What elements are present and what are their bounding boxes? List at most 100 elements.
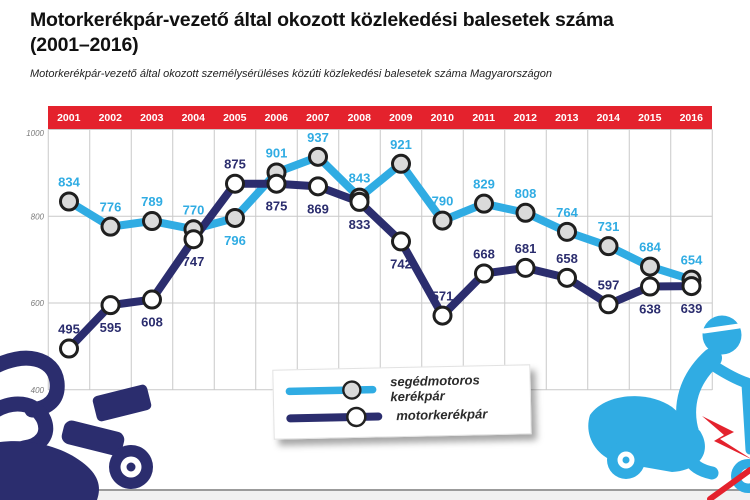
year-label: 2007 — [306, 111, 330, 124]
data-point-marker — [183, 229, 204, 250]
crashed-motorcycle-icon — [0, 350, 153, 500]
data-point-label: 921 — [390, 137, 412, 152]
page-title: Motorkerékpár-vezető által okozott közle… — [30, 8, 730, 59]
chart-subtitle: Motorkerékpár-vezető által okozott szemé… — [30, 67, 552, 80]
data-point-label: 608 — [141, 315, 163, 330]
data-point-label: 595 — [100, 320, 122, 335]
data-point-marker — [432, 210, 453, 231]
data-point-label: 789 — [141, 194, 163, 209]
data-point-marker — [640, 276, 660, 297]
year-label: 2016 — [679, 111, 703, 124]
data-point-label: 808 — [515, 186, 537, 201]
data-point-label: 638 — [639, 302, 661, 317]
legend-box: segédmotoros kerékpár motorkerékpár — [272, 364, 532, 440]
data-point-marker — [266, 173, 287, 194]
legend-item-label: segédmotoros kerékpár — [389, 371, 480, 404]
data-point-marker — [681, 276, 702, 297]
data-point-label: 843 — [349, 171, 371, 186]
data-point-marker — [100, 216, 121, 237]
y-axis-tick-label: 600 — [31, 299, 45, 308]
data-point-marker — [598, 294, 619, 315]
data-point-label: 658 — [556, 251, 578, 266]
year-label: 2011 — [472, 111, 496, 124]
y-axis-tick-label: 1000 — [26, 129, 44, 138]
data-point-marker — [225, 207, 245, 228]
data-point-marker — [308, 146, 328, 167]
data-point-label: 875 — [266, 199, 288, 214]
data-point-label: 597 — [598, 277, 620, 292]
data-point-label: 875 — [224, 157, 246, 172]
year-label: 2005 — [223, 111, 247, 124]
data-point-label: 742 — [390, 256, 412, 271]
year-header-row: 2001 2002 2003 2004 2005 2006 2007 2008 2009 2010… — [48, 106, 712, 129]
data-point-marker — [557, 221, 577, 242]
data-point-marker — [142, 211, 162, 232]
data-point-marker — [391, 231, 411, 252]
year-label: 2006 — [264, 111, 288, 124]
year-label: 2001 — [57, 111, 81, 124]
y-axis-tick-label: 400 — [31, 386, 45, 395]
year-label: 2004 — [181, 111, 205, 124]
title-line2: (2001–2016) — [30, 34, 139, 57]
data-point-label: 764 — [556, 205, 578, 220]
data-point-label: 790 — [432, 194, 454, 209]
data-point-label: 654 — [681, 253, 703, 268]
year-label: 2015 — [638, 111, 662, 124]
data-point-marker — [225, 173, 245, 194]
year-label: 2010 — [430, 111, 454, 124]
data-point-label: 639 — [681, 301, 703, 316]
data-point-label: 747 — [183, 254, 205, 269]
data-point-label: 770 — [183, 202, 205, 217]
legend-item-label: motorkerékpár — [396, 406, 488, 424]
data-point-marker — [557, 267, 577, 288]
year-label: 2014 — [596, 111, 620, 124]
data-point-label: 668 — [473, 247, 495, 262]
data-point-marker — [142, 289, 162, 310]
legend-item: motorkerékpár — [274, 399, 531, 431]
data-point-marker — [515, 202, 536, 223]
data-point-marker — [515, 257, 536, 278]
legend-item: segédmotoros kerékpár — [273, 372, 530, 404]
data-point-label: 869 — [307, 201, 329, 216]
title-line1: Motorkerékpár-vezető által okozott közle… — [30, 9, 614, 31]
scooter-rider-icon — [588, 315, 750, 500]
data-point-marker — [308, 176, 328, 197]
data-point-marker — [59, 338, 79, 359]
year-label: 2013 — [555, 111, 579, 124]
year-label: 2009 — [389, 111, 413, 124]
year-label: 2012 — [513, 111, 537, 124]
header: Motorkerékpár-vezető által okozott közle… — [30, 8, 730, 80]
year-label: 2002 — [98, 111, 122, 124]
series-line — [65, 179, 696, 353]
data-point-label: 829 — [473, 177, 495, 192]
data-point-marker — [640, 256, 660, 277]
series-line — [65, 152, 696, 284]
data-point-label: 776 — [100, 200, 122, 215]
year-label: 2003 — [140, 111, 164, 124]
data-point-marker — [432, 305, 453, 326]
data-point-label: 833 — [349, 217, 371, 232]
legend-marker-icon — [286, 406, 383, 427]
data-point-label: 796 — [224, 233, 246, 248]
y-axis-tick-label: 800 — [31, 212, 45, 221]
data-point-marker — [349, 191, 370, 212]
year-label: 2008 — [347, 111, 371, 124]
data-point-label: 571 — [432, 289, 454, 304]
data-point-label: 495 — [58, 322, 80, 337]
data-point-marker — [59, 191, 79, 212]
data-point-marker — [474, 263, 494, 284]
legend-marker-icon — [285, 379, 377, 400]
data-point-label: 834 — [58, 175, 80, 190]
data-point-label: 731 — [598, 219, 620, 234]
data-point-label: 901 — [266, 145, 288, 160]
data-point-label: 681 — [515, 241, 537, 256]
data-point-marker — [598, 236, 619, 257]
data-point-label: 937 — [307, 130, 329, 145]
data-point-marker — [100, 295, 121, 316]
data-point-marker — [474, 193, 494, 214]
legend-rows: segédmotoros kerékpár motorkerékpár — [273, 372, 530, 431]
data-point-marker — [391, 153, 411, 174]
data-point-label: 684 — [639, 240, 661, 255]
